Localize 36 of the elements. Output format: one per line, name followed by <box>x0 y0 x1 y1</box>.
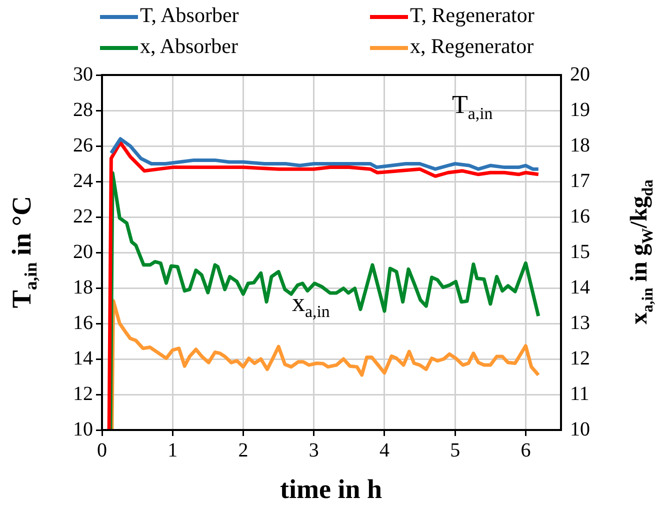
x-axis-title: time in h <box>280 474 382 505</box>
x-tick-label: 3 <box>308 439 319 462</box>
y-tick-label: 28 <box>73 98 93 121</box>
y2-tick-label: 11 <box>570 382 590 405</box>
y-tick-label: 20 <box>73 240 93 263</box>
y2-tick-label: 13 <box>570 312 590 334</box>
y-tick-label: 22 <box>73 205 93 228</box>
y-tick-label: 10 <box>73 418 93 440</box>
legend-label: x, Regenerator <box>409 33 535 60</box>
y2-tick-label: 12 <box>570 347 590 370</box>
y-tick-label: 26 <box>73 134 93 156</box>
y-tick-label: 30 <box>73 63 93 86</box>
y-tick-label: 18 <box>73 276 93 298</box>
y-tick-label: 16 <box>73 312 93 334</box>
x-tick-label: 4 <box>379 439 390 462</box>
annotation: T$_{a,in}$ <box>452 90 493 124</box>
legend-label: x, Absorber <box>139 33 239 60</box>
y2-tick-label: 10 <box>570 418 590 440</box>
annotation: x$_{a,in}$ <box>292 288 330 322</box>
y2-tick-label: 17 <box>570 170 590 192</box>
y2-tick-label: 14 <box>570 276 590 298</box>
y-tick-label: 14 <box>73 347 93 370</box>
y2-tick-label: 18 <box>570 134 590 156</box>
y2-tick-label: 15 <box>570 240 590 263</box>
x-tick-label: 0 <box>97 439 107 462</box>
y-tick-label: 12 <box>73 382 93 405</box>
legend-label: T, Regenerator <box>409 2 536 29</box>
y2-tick-label: 19 <box>570 98 590 121</box>
x-tick-label: 5 <box>450 439 460 462</box>
x-tick-label: 2 <box>238 439 248 462</box>
x-tick-label: 6 <box>520 439 531 462</box>
y2-tick-label: 16 <box>570 205 590 228</box>
x-tick-label: 1 <box>168 439 178 462</box>
y-tick-label: 24 <box>73 170 93 192</box>
y2-tick-label: 20 <box>570 63 590 86</box>
legend-label: T, Absorber <box>139 2 240 29</box>
